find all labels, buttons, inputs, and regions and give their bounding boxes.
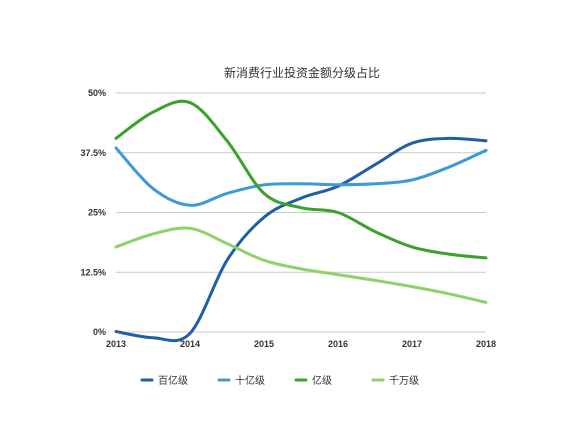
y-tick-label: 0% [93,327,106,337]
x-tick-label: 2018 [476,339,496,349]
series-line-3 [114,99,488,260]
y-tick-label: 37.5% [80,148,106,158]
legend-item: 千万级 [371,375,419,387]
y-tick-label: 25% [88,208,106,218]
y-axis-ticks: 0% 12.5% 25% 37.5% 50% [80,88,106,337]
x-tick-label: 2013 [106,339,126,349]
series-line-1 [114,136,488,343]
x-axis-ticks: 2013 2014 2015 2016 2017 2018 [106,339,496,349]
y-tick-label: 50% [88,88,106,98]
y-tick-label: 12.5% [80,267,106,277]
legend: 百亿级 十亿级 亿级 千万级 [140,374,419,387]
legend-label: 亿级 [312,374,332,387]
legend-item: 十亿级 [217,374,265,387]
series-lines [114,99,488,343]
x-tick-label: 2015 [254,339,274,349]
chart-title: 新消费行业投资金额分级占比 [224,65,380,80]
x-tick-label: 2014 [180,339,200,349]
legend-item: 亿级 [294,374,332,387]
legend-label: 百亿级 [158,374,188,387]
legend-label: 十亿级 [235,374,265,387]
x-tick-label: 2016 [328,339,348,349]
x-tick-label: 2017 [402,339,422,349]
series-line-4 [114,226,488,304]
gridlines [116,92,486,333]
series-line-2 [114,146,488,207]
legend-label: 千万级 [389,375,419,387]
legend-item: 百亿级 [140,374,188,387]
